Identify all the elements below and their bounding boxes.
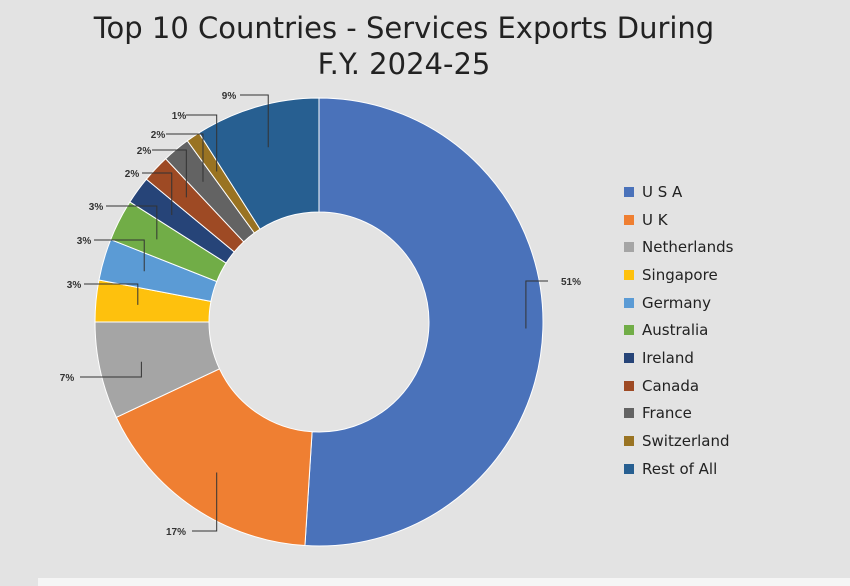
leader-line-u-k <box>192 472 218 532</box>
legend-label: Netherlands <box>642 238 734 257</box>
legend-swatch <box>624 269 634 280</box>
legend-swatch <box>624 186 634 197</box>
legend-item-rest-of-all: Rest of All <box>624 455 733 483</box>
legend-label: France <box>642 404 692 423</box>
percent-label-ireland: 2% <box>125 169 140 180</box>
percent-label-germany: 3% <box>77 236 92 247</box>
legend-item-singapore: Singapore <box>624 261 733 289</box>
percent-labels: 51% 17% 7% 3% 3% 3% 2% 2% 2% 1% 9% <box>60 91 581 538</box>
percent-label-switzerland: 1% <box>172 111 187 122</box>
legend-item-france: France <box>624 400 733 428</box>
legend-swatch <box>624 214 634 225</box>
label-leader-lines <box>80 94 548 532</box>
percent-label-rest-of-all: 9% <box>222 91 237 102</box>
legend-label: Australia <box>642 321 709 340</box>
legend-item-netherlands: Netherlands <box>624 233 733 261</box>
legend-swatch <box>624 380 634 391</box>
legend-item-u-s-a: U S A <box>624 178 733 206</box>
chart-title: Top 10 Countries - Services Exports Duri… <box>0 10 808 82</box>
legend-item-germany: Germany <box>624 289 733 317</box>
leader-line-germany <box>94 239 145 272</box>
chart-title-line-2: F.Y. 2024-25 <box>317 47 491 81</box>
percent-label-u-k: 17% <box>166 527 186 538</box>
legend-label: Rest of All <box>642 459 718 478</box>
legend-swatch <box>624 408 634 419</box>
legend-swatch <box>624 297 634 308</box>
percent-label-u-s-a: 51% <box>561 277 581 288</box>
legend: U S A U K Netherlands Singapore Germany Austr… <box>624 178 733 483</box>
percent-label-france: 2% <box>151 130 166 141</box>
legend-label: Singapore <box>642 265 718 284</box>
leader-line-singapore <box>84 283 139 305</box>
legend-label: U K <box>642 210 668 229</box>
legend-item-switzerland: Switzerland <box>624 427 733 455</box>
percent-label-netherlands: 7% <box>60 373 75 384</box>
leader-line-australia <box>106 205 158 240</box>
legend-swatch <box>624 325 634 336</box>
legend-swatch <box>624 463 634 474</box>
legend-item-australia: Australia <box>624 316 733 344</box>
percent-label-singapore: 3% <box>67 280 82 291</box>
legend-item-u-k: U K <box>624 206 733 234</box>
leader-line-switzerland <box>186 114 218 172</box>
legend-swatch <box>624 242 634 253</box>
legend-label: Canada <box>642 376 700 395</box>
legend-label: Switzerland <box>642 432 730 451</box>
legend-swatch <box>624 352 634 363</box>
percent-label-australia: 3% <box>89 202 104 213</box>
leader-line-netherlands <box>80 361 142 378</box>
slice-u-s-a <box>304 97 544 547</box>
percent-label-canada: 2% <box>137 146 152 157</box>
bottom-strip <box>38 578 850 586</box>
slice-rest-of-all <box>198 97 320 230</box>
donut-slices <box>94 97 544 547</box>
legend-label: Ireland <box>642 348 694 367</box>
chart-title-line-1: Top 10 Countries - Services Exports Duri… <box>93 11 715 45</box>
leader-line-u-s-a <box>525 280 548 329</box>
legend-label: Germany <box>642 293 711 312</box>
leader-line-ireland <box>142 172 173 216</box>
leader-line-rest-of-all <box>240 94 269 148</box>
leader-line-canada <box>152 149 187 198</box>
legend-item-canada: Canada <box>624 372 733 400</box>
slice-u-k <box>115 368 313 547</box>
legend-item-ireland: Ireland <box>624 344 733 372</box>
legend-label: U S A <box>642 182 683 201</box>
leader-line-france <box>166 133 204 182</box>
legend-swatch <box>624 436 634 447</box>
